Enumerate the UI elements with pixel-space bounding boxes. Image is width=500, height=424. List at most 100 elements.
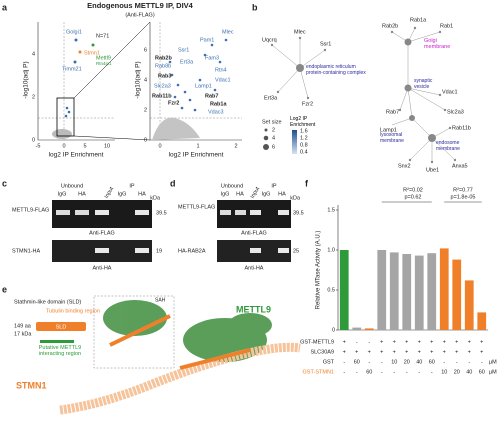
y-tick-label: 0.5 bbox=[327, 287, 335, 293]
antibody: Anti-FLAG bbox=[89, 230, 115, 236]
length: 149 aa bbox=[14, 323, 32, 329]
header: Input bbox=[104, 186, 116, 200]
mettl9-label: METTL9 bbox=[236, 304, 271, 314]
band bbox=[135, 210, 149, 215]
domain-label: Stathmin-like domain (SLD) bbox=[14, 299, 81, 305]
table-cell: 20 bbox=[404, 359, 410, 365]
bar bbox=[377, 250, 387, 330]
legend-label: 0.4 bbox=[300, 149, 308, 155]
table-cell: 40 bbox=[466, 369, 472, 375]
point bbox=[65, 106, 69, 110]
band bbox=[250, 248, 261, 253]
size: 39.5 bbox=[293, 210, 304, 216]
x-tick-label: 0 bbox=[158, 143, 161, 149]
mass: 17 kDa bbox=[14, 331, 32, 337]
node-label: Anxa5 bbox=[452, 163, 468, 169]
size: 39.5 bbox=[156, 210, 167, 216]
term-label: Golgi membrane bbox=[424, 38, 451, 50]
table-cell: + bbox=[455, 349, 458, 355]
table-cell: + bbox=[468, 339, 471, 345]
bar bbox=[477, 312, 487, 330]
point-label: Rtn4ip1 bbox=[96, 61, 112, 66]
x-tick-label: 10 bbox=[104, 143, 110, 149]
table-cell: - bbox=[381, 369, 383, 375]
node-label: Mlec bbox=[294, 29, 306, 35]
annotation: p=1.8e-05 bbox=[451, 194, 476, 200]
x-tick-label: 2 bbox=[234, 143, 237, 149]
node-label: Fzr2 bbox=[302, 101, 313, 107]
stmn1-helix bbox=[109, 314, 251, 370]
kda: kDa bbox=[290, 195, 301, 201]
table-cell: + bbox=[393, 339, 396, 345]
point bbox=[74, 38, 78, 42]
band bbox=[278, 210, 289, 215]
table-cell: - bbox=[356, 339, 358, 345]
point-cloud bbox=[152, 117, 200, 140]
y-tick-label: 1.0 bbox=[327, 247, 335, 253]
table-cell: 40 bbox=[416, 359, 422, 365]
node-label: Rab2b bbox=[382, 23, 398, 29]
header: IgG bbox=[58, 191, 67, 197]
table-cell: 10 bbox=[441, 369, 447, 375]
table-cell: 20 bbox=[454, 369, 460, 375]
bar bbox=[364, 328, 374, 330]
bar bbox=[339, 250, 349, 330]
node-label: Snx2 bbox=[398, 163, 411, 169]
term-label: lysosomal membrane bbox=[380, 132, 404, 144]
node-label: Lamp1 bbox=[380, 127, 397, 133]
point-label: Rab7 bbox=[205, 93, 218, 99]
bar-chart: 0 0.5 1.0 1.5 Relative MTase Activity (A.U.)… bbox=[300, 187, 497, 375]
x-axis-label: log2 IP Enrichment bbox=[169, 152, 224, 159]
panel-subtitle: (Anti-FLAG) bbox=[125, 12, 155, 18]
y-tick-label: 4 bbox=[32, 51, 35, 57]
table-cell: + bbox=[343, 349, 346, 355]
size: 19 bbox=[156, 248, 162, 254]
table-cell: - bbox=[356, 369, 358, 375]
node-label: Ert3a bbox=[264, 95, 278, 101]
region-box: Putative METTL9 interacting region bbox=[39, 345, 82, 357]
node-label: Rab7 bbox=[386, 109, 399, 115]
y-tick-label: 1.5 bbox=[327, 207, 335, 213]
header: IP bbox=[271, 183, 277, 189]
legend-title: Log2 IP Enrichment bbox=[290, 116, 316, 128]
term-label: endoplasmic reticulum protein-containing… bbox=[306, 64, 366, 76]
size: 25 bbox=[293, 248, 299, 254]
point-label: Ssr1 bbox=[178, 47, 189, 53]
bar bbox=[427, 253, 437, 330]
point-label: Golgi1 bbox=[66, 29, 82, 35]
table-cell: - bbox=[443, 359, 445, 365]
legend-label: 6 bbox=[272, 144, 275, 150]
node-label: Slc2a3 bbox=[447, 109, 464, 115]
domain-bar bbox=[36, 322, 86, 331]
table-cell: 10 bbox=[391, 359, 397, 365]
n-label: N=71 bbox=[96, 33, 109, 39]
y-tick-label: 2 bbox=[32, 94, 35, 100]
table-cell: 60 bbox=[479, 369, 485, 375]
table-cell: - bbox=[343, 359, 345, 365]
node-label: Rab11b bbox=[452, 125, 471, 131]
axis bbox=[149, 22, 242, 141]
table-cell: - bbox=[456, 359, 458, 365]
kda: kDa bbox=[150, 195, 161, 201]
panel-label: f bbox=[305, 178, 309, 188]
header: HA bbox=[278, 191, 286, 197]
y-axis-label: Relative MTase Activity (A.U.) bbox=[316, 231, 322, 310]
color-bar bbox=[292, 130, 297, 154]
legend-title: Set size bbox=[262, 119, 282, 125]
legend-title-box: Log2 IP Enrichment bbox=[290, 116, 316, 128]
antibody: Anti-HA bbox=[93, 265, 112, 271]
header: IgG bbox=[118, 191, 127, 197]
table-cell: + bbox=[455, 339, 458, 345]
table-cell: + bbox=[430, 339, 433, 345]
network-edges bbox=[271, 27, 456, 162]
point-label: Stmn1 bbox=[84, 50, 100, 56]
node-label: Uqcrq bbox=[262, 37, 277, 43]
bar bbox=[452, 259, 462, 330]
unit: µM bbox=[489, 369, 497, 375]
term-box: endosome membrane bbox=[436, 140, 460, 152]
point-label: Ert3a bbox=[180, 59, 194, 65]
band bbox=[95, 248, 109, 253]
table-cell: + bbox=[393, 349, 396, 355]
point-label: Fzr2 bbox=[168, 100, 179, 106]
